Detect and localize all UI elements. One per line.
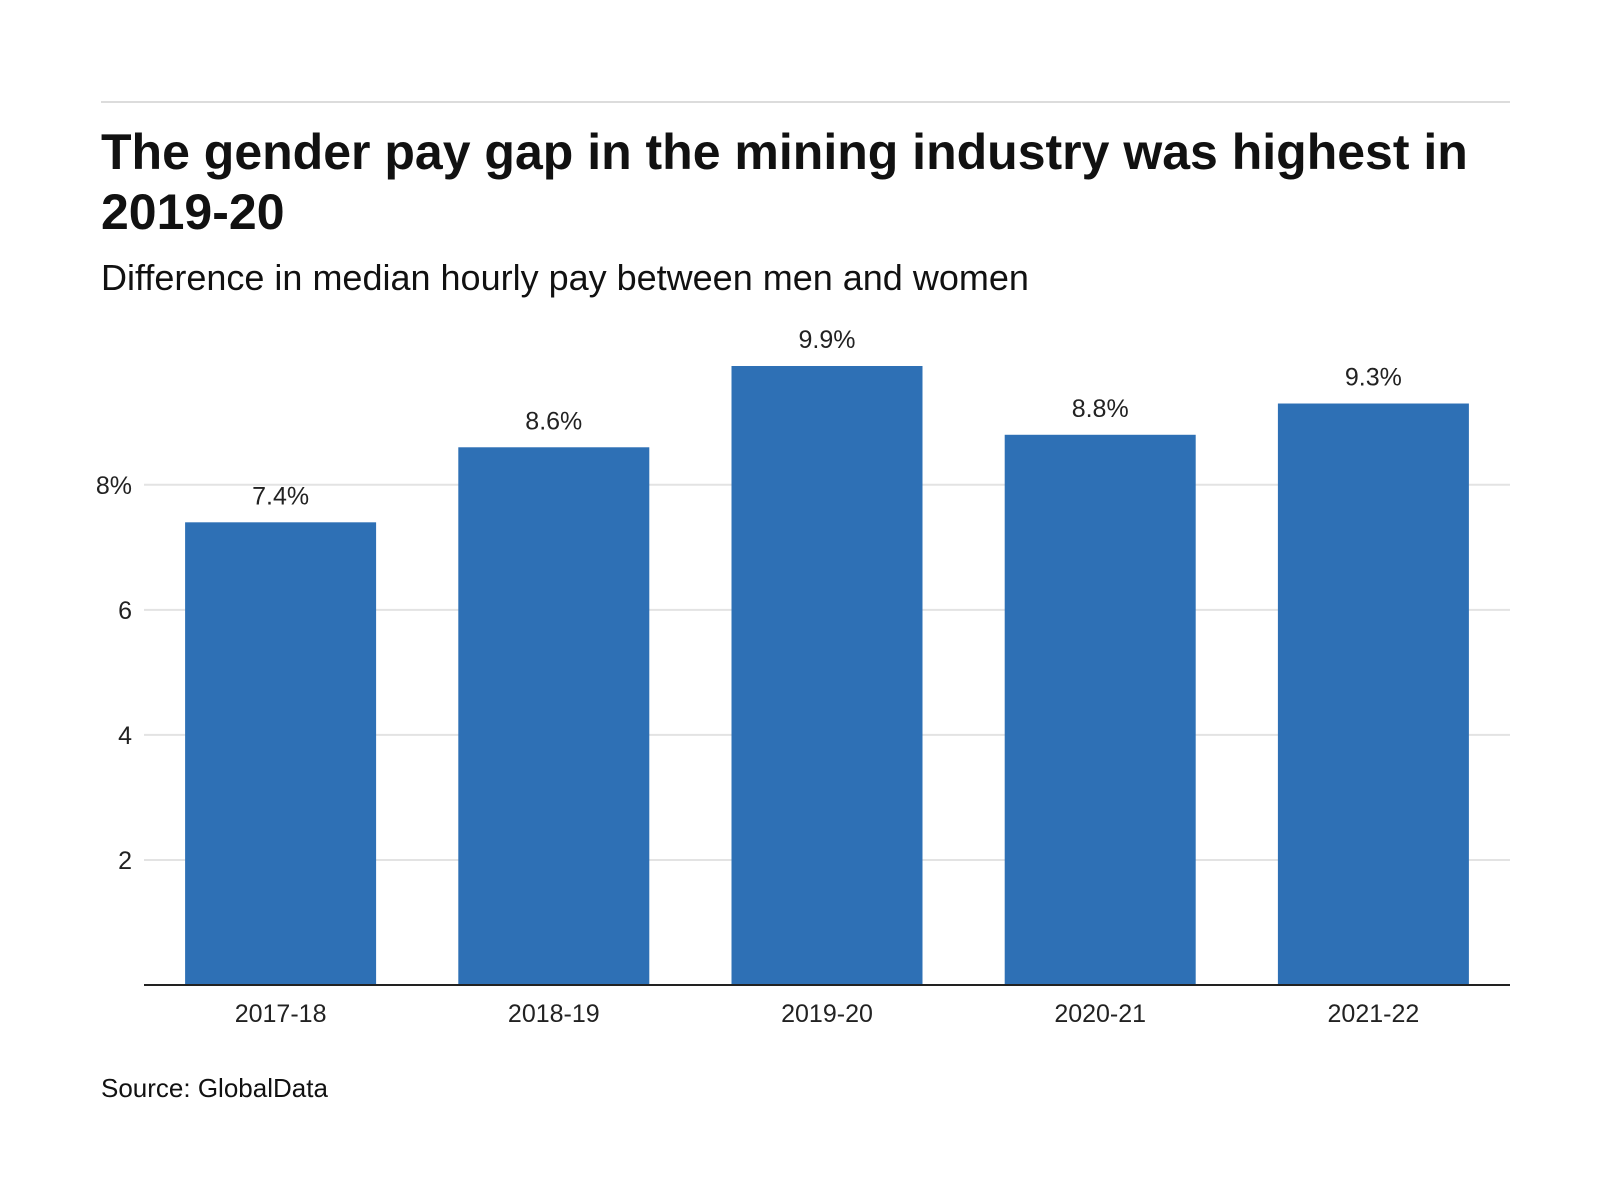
bars bbox=[185, 366, 1469, 985]
bar-2021-22 bbox=[1277, 403, 1469, 985]
x-tick-label: 2021-22 bbox=[1328, 1000, 1420, 1028]
y-tick-label: 4 bbox=[118, 722, 132, 750]
data-label: 9.9% bbox=[799, 326, 856, 354]
x-tick-label: 2020-21 bbox=[1054, 1000, 1146, 1028]
chart-subtitle: Difference in median hourly pay between … bbox=[101, 257, 1029, 298]
y-tick-label: 8% bbox=[96, 472, 132, 500]
data-label: 8.8% bbox=[1072, 395, 1129, 423]
bar-2020-21 bbox=[1004, 434, 1196, 985]
y-tick-label: 6 bbox=[118, 597, 132, 625]
bar-2017-18 bbox=[185, 522, 377, 985]
y-tick-label: 2 bbox=[118, 847, 132, 875]
bar-2018-19 bbox=[458, 447, 650, 985]
x-tick-label: 2018-19 bbox=[508, 1000, 600, 1028]
x-tick-label: 2017-18 bbox=[235, 1000, 327, 1028]
data-label: 7.4% bbox=[252, 482, 309, 510]
top-rule bbox=[101, 101, 1510, 103]
data-label: 8.6% bbox=[525, 407, 582, 435]
bar-2019-20 bbox=[731, 366, 923, 985]
axes: 2 4 6 8% 2017-18 2018-19 2019-20 2020-21 2021-22 bbox=[96, 472, 1510, 1028]
chart-title: The gender pay gap in the mining industr… bbox=[101, 124, 1468, 240]
x-tick-label: 2019-20 bbox=[781, 1000, 873, 1028]
source-note: Source: GlobalData bbox=[101, 1073, 328, 1103]
data-label: 9.3% bbox=[1345, 364, 1402, 392]
data-labels: 7.4% 8.6% 9.9% 8.8% 9.3% bbox=[252, 326, 1402, 510]
